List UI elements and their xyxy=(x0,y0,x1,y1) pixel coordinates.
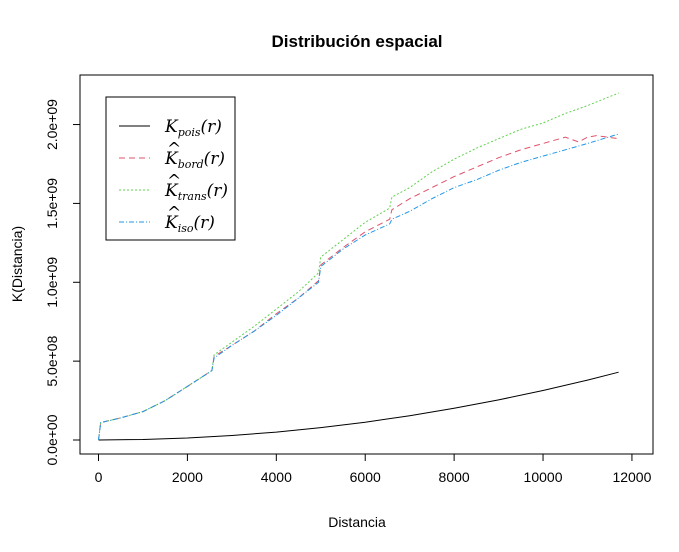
x-tick-label: 4000 xyxy=(261,469,292,485)
x-tick-label: 12000 xyxy=(612,469,651,485)
y-tick-label: 1.0e+09 xyxy=(44,257,60,308)
series-layer xyxy=(98,92,619,441)
x-axis-label: Distancia xyxy=(328,514,386,530)
x-tick-label: 8000 xyxy=(439,469,470,485)
legend: Kpois(r)Kbord(r)^Ktrans(r)^Kiso(r)^ xyxy=(105,96,236,241)
series-line-iso xyxy=(98,133,619,441)
legend-hat-trans: ^ xyxy=(167,171,181,191)
legend-hat-iso: ^ xyxy=(167,203,181,223)
legend-label-bord: Kbord(r) xyxy=(164,149,225,171)
legend-label-pois: Kpois(r) xyxy=(164,117,222,139)
series-line-bord xyxy=(98,135,619,441)
legend-box xyxy=(105,96,236,241)
legend-label-iso: Kiso(r) xyxy=(164,213,215,235)
y-tick-label: 2.0e+09 xyxy=(44,99,60,150)
y-tick-label: 5.0e+08 xyxy=(44,335,60,386)
x-tick-label: 2000 xyxy=(172,469,203,485)
x-tick-label: 10000 xyxy=(524,469,563,485)
y-axis-label: K(Distancia) xyxy=(9,226,25,302)
x-axis: 0 2000 4000 6000 8000 10000 12000 xyxy=(95,453,652,485)
chart-title: Distribución espacial xyxy=(272,32,443,51)
y-tick-label: 0.0e+00 xyxy=(44,414,60,465)
legend-hat-bord: ^ xyxy=(167,139,181,159)
y-axis: 0.0e+00 5.0e+08 1.0e+09 1.5e+09 2.0e+09 xyxy=(44,99,81,466)
series-line-pois xyxy=(98,371,619,441)
x-tick-label: 6000 xyxy=(350,469,381,485)
series-line-trans xyxy=(98,92,619,441)
x-tick-label: 0 xyxy=(95,469,103,485)
legend-label-trans: Ktrans(r) xyxy=(164,181,228,203)
y-tick-label: 1.5e+09 xyxy=(44,178,60,229)
